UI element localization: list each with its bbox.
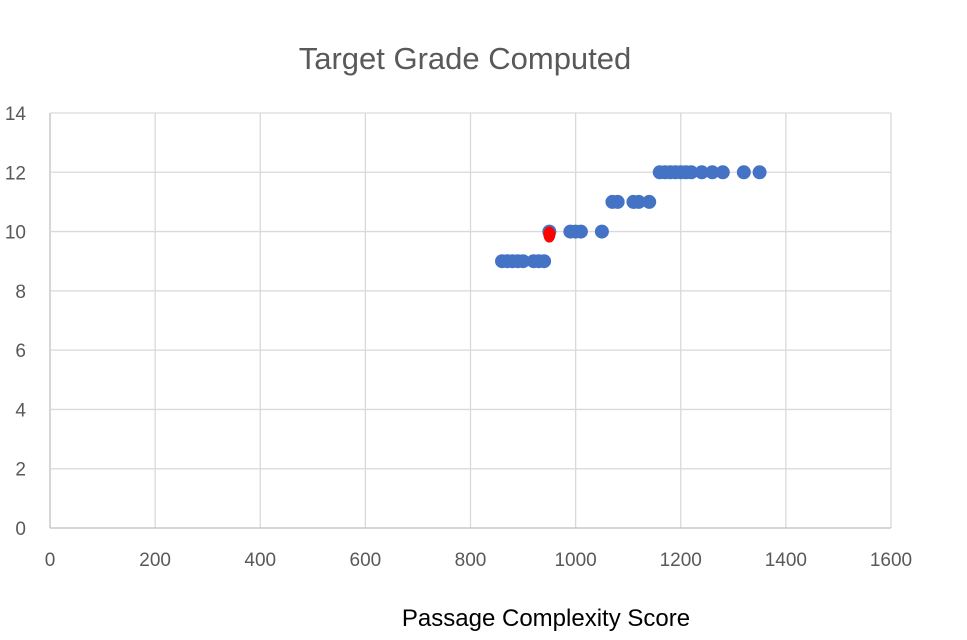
- y-tick-label: 8: [15, 282, 26, 303]
- y-tick-label: 6: [15, 341, 26, 362]
- x-tick-label: 200: [139, 550, 171, 571]
- data-point: [715, 165, 730, 180]
- data-point: [684, 165, 699, 180]
- x-tick-label: 0: [45, 550, 56, 571]
- y-tick-label: 2: [15, 460, 26, 481]
- data-point: [594, 224, 609, 239]
- highlighted-data-point: [543, 226, 556, 243]
- data-point: [642, 194, 657, 209]
- data-point: [573, 224, 588, 239]
- x-tick-label: 1200: [660, 550, 702, 571]
- data-point: [537, 254, 552, 269]
- data-point: [694, 165, 709, 180]
- y-tick-label: 10: [5, 223, 26, 244]
- data-point: [705, 165, 720, 180]
- x-tick-label: 1000: [554, 550, 596, 571]
- data-point: [736, 165, 751, 180]
- chart-title: Target Grade Computed: [299, 41, 632, 76]
- x-axis-ticks: 0 200 400 600 800 1000 1200 1400 1600: [45, 550, 912, 571]
- y-tick-label: 4: [15, 400, 26, 421]
- x-tick-label: 400: [244, 550, 276, 571]
- x-axis-label: Passage Complexity Score: [402, 605, 690, 632]
- x-tick-label: 1400: [765, 550, 807, 571]
- data-point: [610, 194, 625, 209]
- y-tick-label: 0: [15, 519, 26, 540]
- y-tick-label: 12: [5, 163, 26, 184]
- x-tick-label: 600: [350, 550, 382, 571]
- data-point: [516, 254, 531, 269]
- x-tick-label: 800: [455, 550, 487, 571]
- x-tick-label: 1600: [870, 550, 912, 571]
- data-point: [631, 194, 646, 209]
- data-points: [495, 165, 767, 269]
- y-axis-ticks: 0 2 4 6 8 10 12 14: [5, 104, 27, 540]
- y-tick-label: 14: [5, 104, 27, 125]
- gridlines: [49, 112, 892, 529]
- data-point: [752, 165, 767, 180]
